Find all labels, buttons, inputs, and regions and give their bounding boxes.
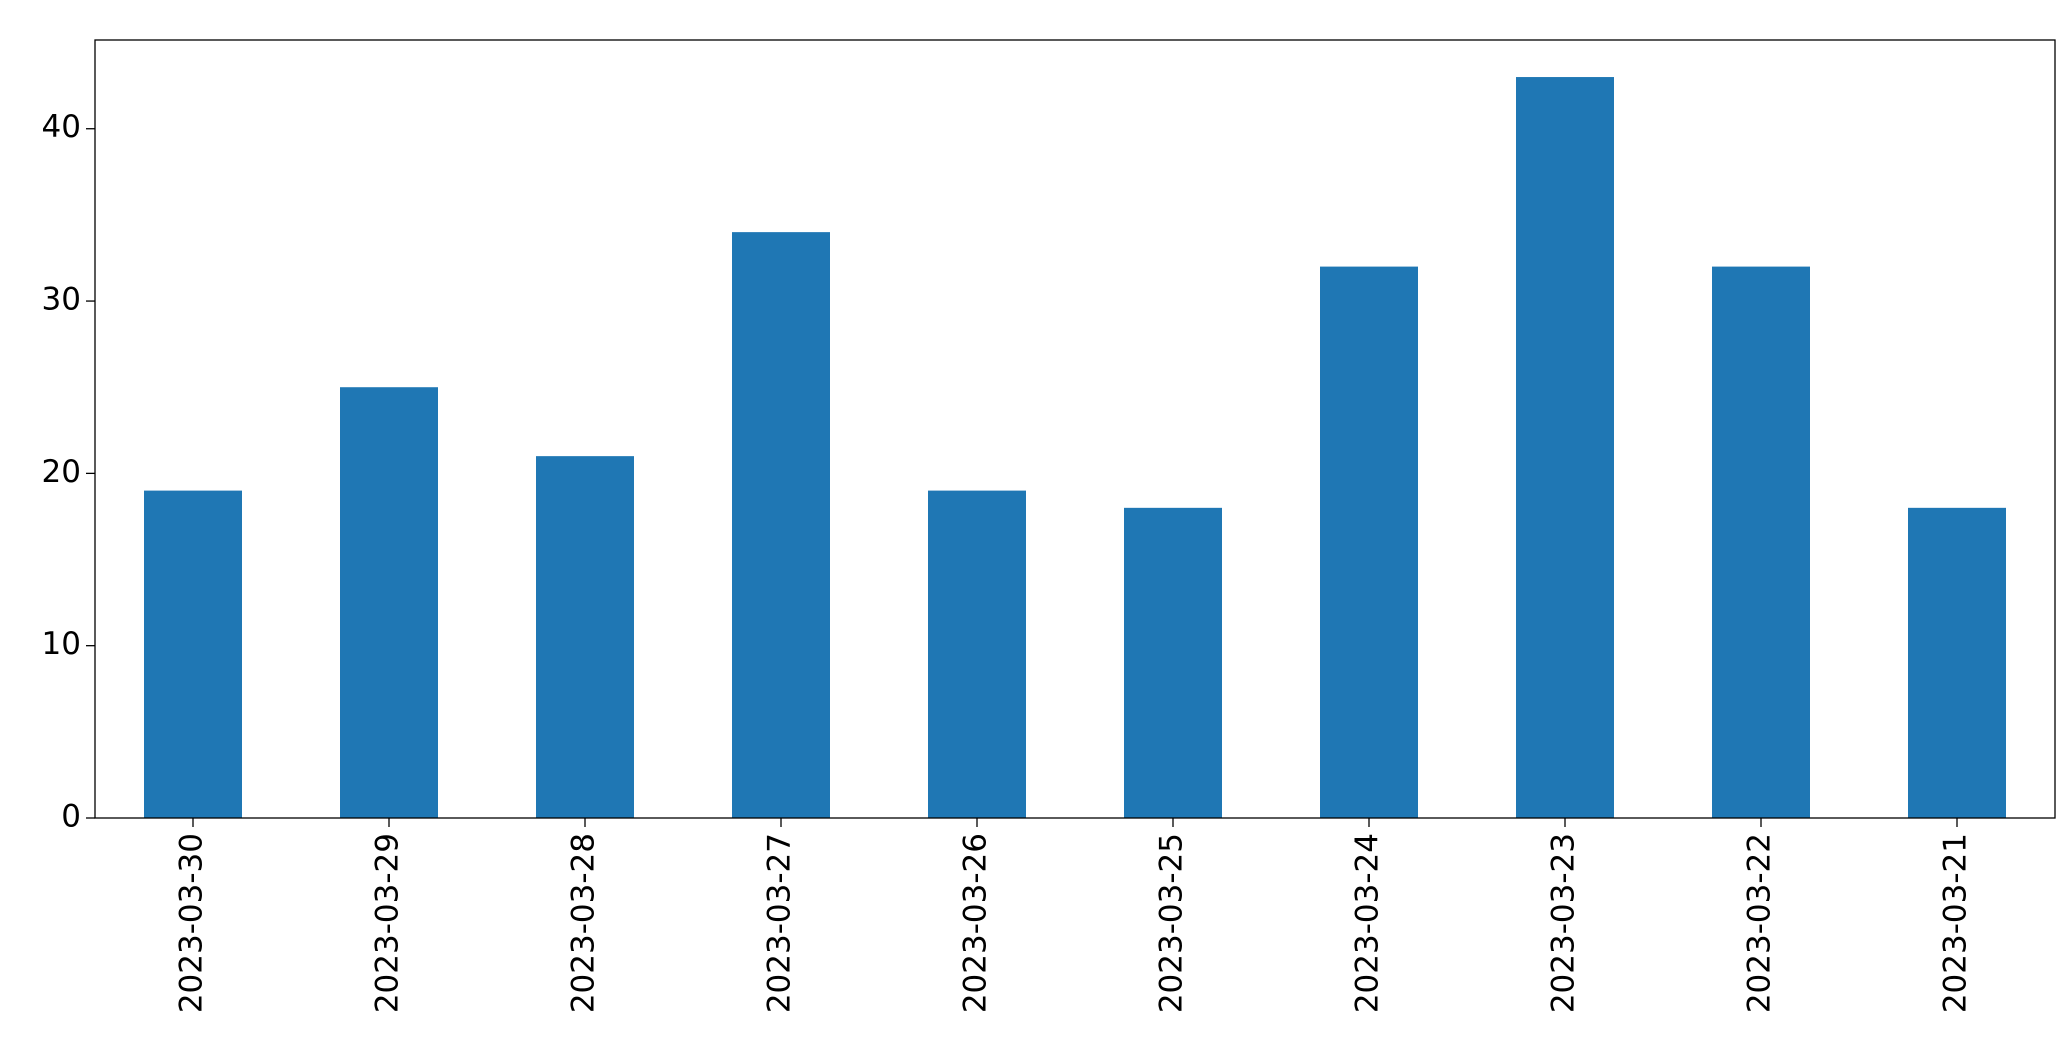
plot-frame	[94, 39, 2056, 819]
x-tick-label: 2023-03-23	[1546, 833, 1582, 1013]
bar	[928, 490, 1026, 818]
bar	[536, 456, 634, 818]
y-tick-label: 30	[42, 282, 81, 318]
y-tick-label: 0	[61, 799, 81, 835]
bar	[1908, 507, 2006, 818]
x-tick-label: 2023-03-21	[1938, 833, 1974, 1013]
bar	[144, 490, 242, 818]
x-tick-label: 2023-03-29	[370, 833, 406, 1013]
x-tick-label: 2023-03-27	[762, 833, 798, 1013]
x-tick-label: 2023-03-28	[566, 833, 602, 1013]
y-tick-label: 10	[42, 626, 81, 662]
x-tick-label: 2023-03-30	[174, 833, 210, 1013]
y-tick-label: 40	[42, 109, 81, 145]
bar	[1124, 507, 1222, 818]
bar	[340, 387, 438, 818]
x-tick-label: 2023-03-25	[1154, 833, 1190, 1013]
bar	[1516, 77, 1614, 819]
x-tick-label: 2023-03-22	[1742, 833, 1778, 1013]
x-tick-label: 2023-03-24	[1350, 833, 1386, 1013]
bar	[1320, 266, 1418, 818]
bar	[1712, 266, 1810, 818]
y-tick-label: 20	[42, 454, 81, 490]
x-tick-label: 2023-03-26	[958, 833, 994, 1013]
bar	[732, 232, 830, 818]
